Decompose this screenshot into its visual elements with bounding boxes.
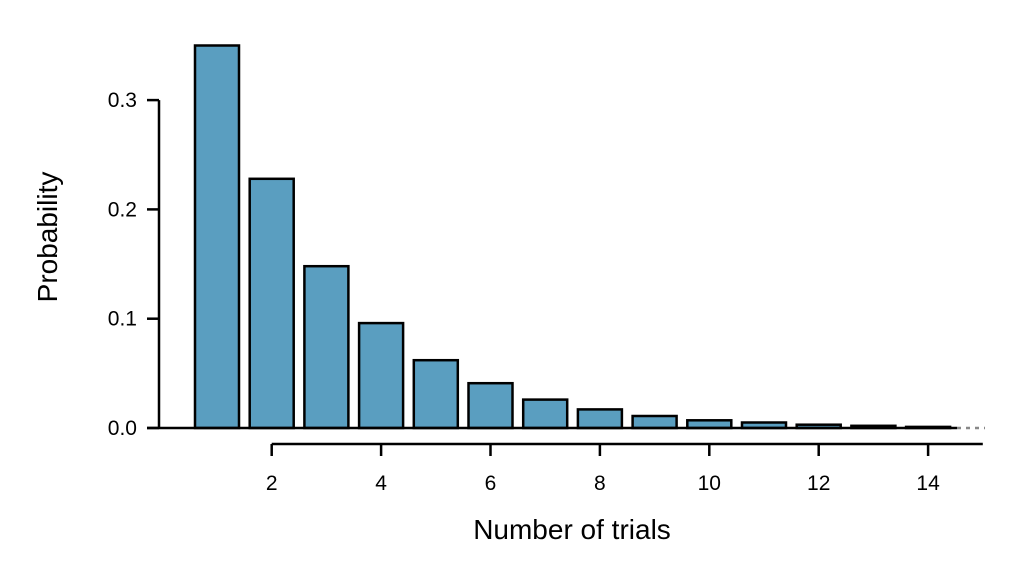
x-tick-label: 8 bbox=[594, 472, 606, 495]
x-tick-label: 2 bbox=[266, 472, 278, 495]
y-tick-label: 0.0 bbox=[108, 417, 137, 440]
x-tick-label: 4 bbox=[375, 472, 387, 495]
bar-4 bbox=[357, 321, 405, 430]
bar-3 bbox=[303, 264, 350, 430]
x-tick-label: 12 bbox=[807, 472, 830, 495]
y-axis: 0.0 0.1 0.2 0.3 bbox=[108, 89, 161, 440]
bars-group bbox=[193, 44, 952, 430]
x-axis-title: Number of trials bbox=[473, 514, 671, 545]
x-tick-label: 6 bbox=[485, 472, 497, 495]
x-axis: 2 4 6 8 10 12 14 bbox=[266, 442, 983, 495]
y-tick-label: 0.3 bbox=[108, 89, 137, 112]
bar-9 bbox=[631, 414, 678, 430]
y-tick-label: 0.2 bbox=[108, 198, 137, 221]
bar-8 bbox=[576, 408, 624, 430]
bar-5 bbox=[412, 358, 460, 430]
bar-6 bbox=[467, 381, 514, 430]
y-axis-title: Probability bbox=[32, 172, 63, 303]
x-tick-label: 14 bbox=[916, 472, 940, 495]
y-tick-label: 0.1 bbox=[108, 308, 137, 331]
bar-7 bbox=[521, 398, 569, 430]
bar-2 bbox=[248, 177, 295, 430]
x-tick-label: 10 bbox=[698, 472, 721, 495]
bar-1 bbox=[193, 44, 241, 430]
